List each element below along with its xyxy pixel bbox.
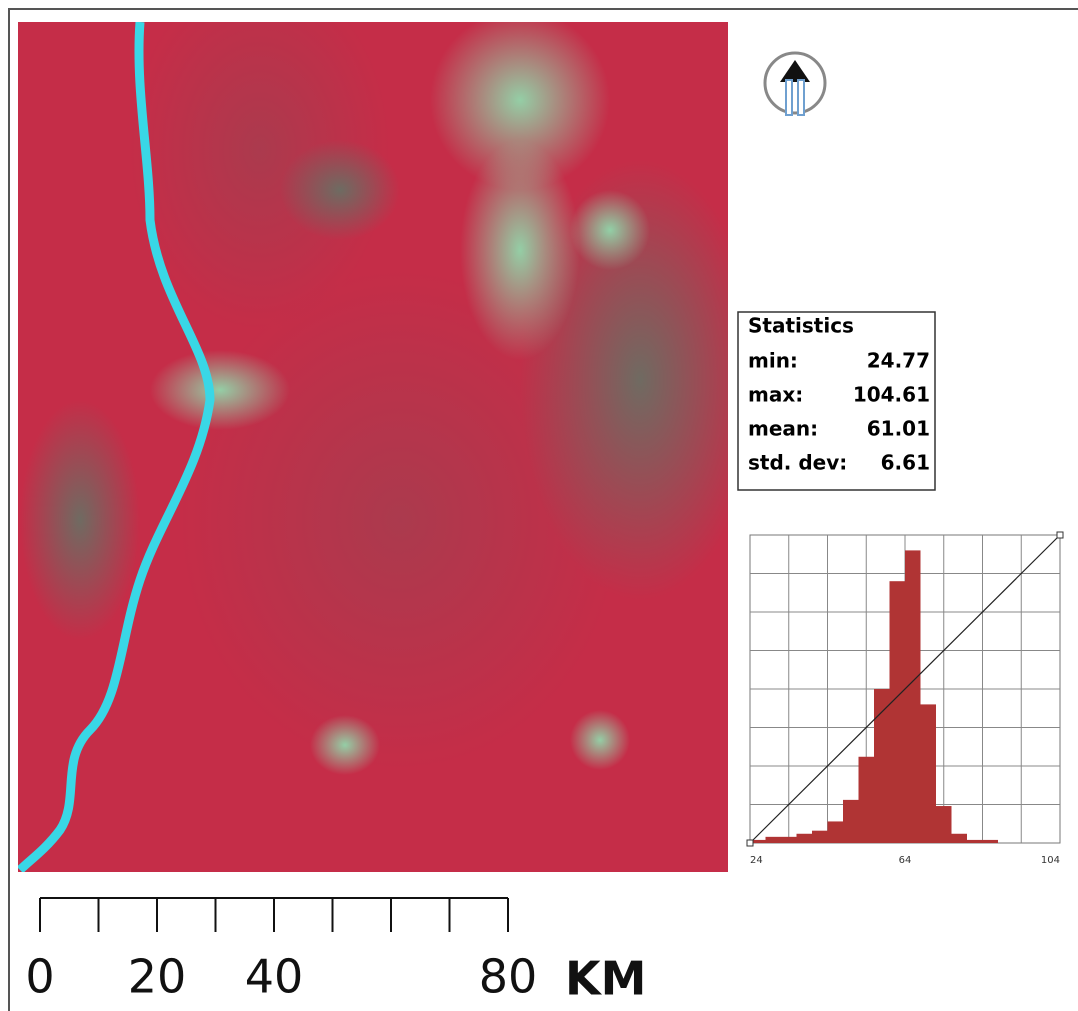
handle [1057,532,1063,538]
histogram-bar [905,550,921,843]
histogram-tick-label: 64 [899,855,912,866]
stat-label: std. dev: [748,451,847,475]
scale-bar-label: 40 [245,950,304,1004]
handle [747,840,753,846]
page: { "statistics": { "title": "Statistics",… [0,0,1078,1011]
histogram-bar [828,821,844,843]
histogram-bar [781,837,797,843]
stat-label: min: [748,349,798,373]
statistics-title: Statistics [748,314,854,338]
scale-bar-unit: KM [565,952,646,1006]
stat-value: 6.61 [881,451,930,475]
histogram-bar [936,806,952,843]
map-layout: Statistics min: 24.77 max: 104.61 mean: 61.01… [0,0,1078,1011]
histogram-bar [766,837,782,843]
histogram-bar [967,840,983,843]
histogram-bar [797,834,813,843]
stat-value: 61.01 [867,417,930,441]
scale-bar-label: 80 [479,950,538,1004]
satellite-image [18,0,760,872]
histogram-bar [983,840,999,843]
north-arrow [765,53,825,115]
stat-label: max: [748,383,803,407]
stat-label: mean: [748,417,818,441]
histogram-bar [812,831,828,843]
stat-value: 24.77 [867,349,930,373]
scale-bar-label: 20 [128,950,187,1004]
histogram-bar [890,581,906,843]
histogram-bar [952,834,968,843]
histogram-tick-label: 104 [1041,855,1060,866]
histogram-bar [859,757,875,843]
histogram-bar [921,704,937,843]
histogram-bar [843,800,859,843]
stat-value: 104.61 [853,383,930,407]
histogram-tick-label: 24 [750,855,763,866]
scale-bar-label: 0 [25,950,54,1004]
